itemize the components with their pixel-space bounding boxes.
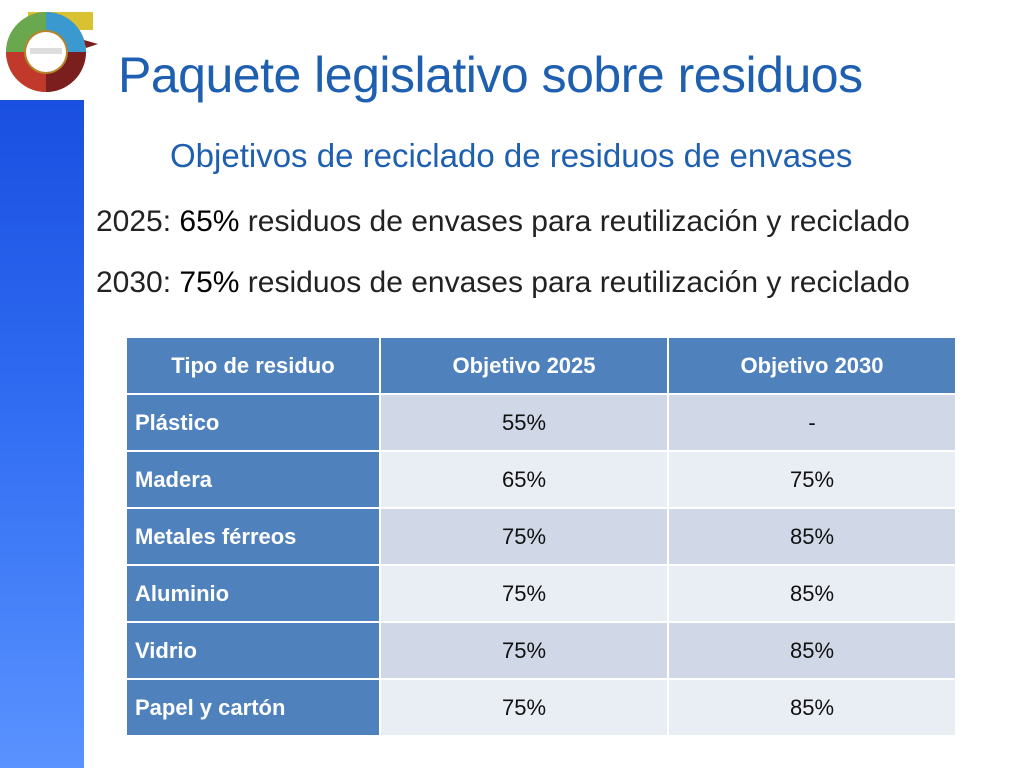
waste-type-cell: Plástico (125, 393, 381, 452)
target-year: 2030 (96, 266, 163, 299)
column-header-2030: Objetivo 2030 (667, 336, 957, 395)
target-2025-cell: 75% (379, 621, 669, 680)
table-row: Metales férreos 75% 85% (125, 507, 957, 566)
target-line-2030: 2030: 75% residuos de envases para reuti… (96, 266, 910, 300)
target-2025-cell: 65% (379, 450, 669, 509)
waste-type-cell: Papel y cartón (125, 678, 381, 737)
target-2025-cell: 55% (379, 393, 669, 452)
waste-type-cell: Vidrio (125, 621, 381, 680)
target-2030-cell: 85% (667, 678, 957, 737)
target-2030-cell: 85% (667, 564, 957, 623)
column-header-type: Tipo de residuo (125, 336, 381, 395)
side-accent-bar (0, 100, 84, 768)
target-separator: : (162, 266, 180, 299)
waste-type-cell: Madera (125, 450, 381, 509)
target-year: 2025 (96, 205, 163, 238)
table-header-row: Tipo de residuo Objetivo 2025 Objetivo 2… (125, 336, 957, 395)
target-2030-cell: 75% (667, 450, 957, 509)
table-row: Madera 65% 75% (125, 450, 957, 509)
target-2030-cell: 85% (667, 621, 957, 680)
recycling-targets-table: Tipo de residuo Objetivo 2025 Objetivo 2… (125, 336, 957, 737)
circular-economy-logo (6, 12, 98, 92)
slide-subtitle: Objetivos de reciclado de residuos de en… (170, 137, 853, 174)
target-percentage: 75% (179, 266, 240, 299)
target-2025-cell: 75% (379, 507, 669, 566)
target-2030-cell: - (667, 393, 957, 452)
target-line-2025: 2025: 65% residuos de envases para reuti… (96, 205, 910, 239)
table-row: Plástico 55% - (125, 393, 957, 452)
target-percentage: 65% (179, 205, 240, 238)
table-row: Papel y cartón 75% 85% (125, 678, 957, 737)
waste-type-cell: Aluminio (125, 564, 381, 623)
table-row: Aluminio 75% 85% (125, 564, 957, 623)
table-row: Vidrio 75% 85% (125, 621, 957, 680)
slide-title: Paquete legislativo sobre residuos (118, 47, 863, 103)
target-2025-cell: 75% (379, 678, 669, 737)
target-description: residuos de envases para reutilización y… (239, 266, 910, 299)
column-header-2025: Objetivo 2025 (379, 336, 669, 395)
waste-type-cell: Metales férreos (125, 507, 381, 566)
target-2030-cell: 85% (667, 507, 957, 566)
target-2025-cell: 75% (379, 564, 669, 623)
target-description: residuos de envases para reutilización y… (239, 205, 910, 238)
target-separator: : (162, 205, 180, 238)
